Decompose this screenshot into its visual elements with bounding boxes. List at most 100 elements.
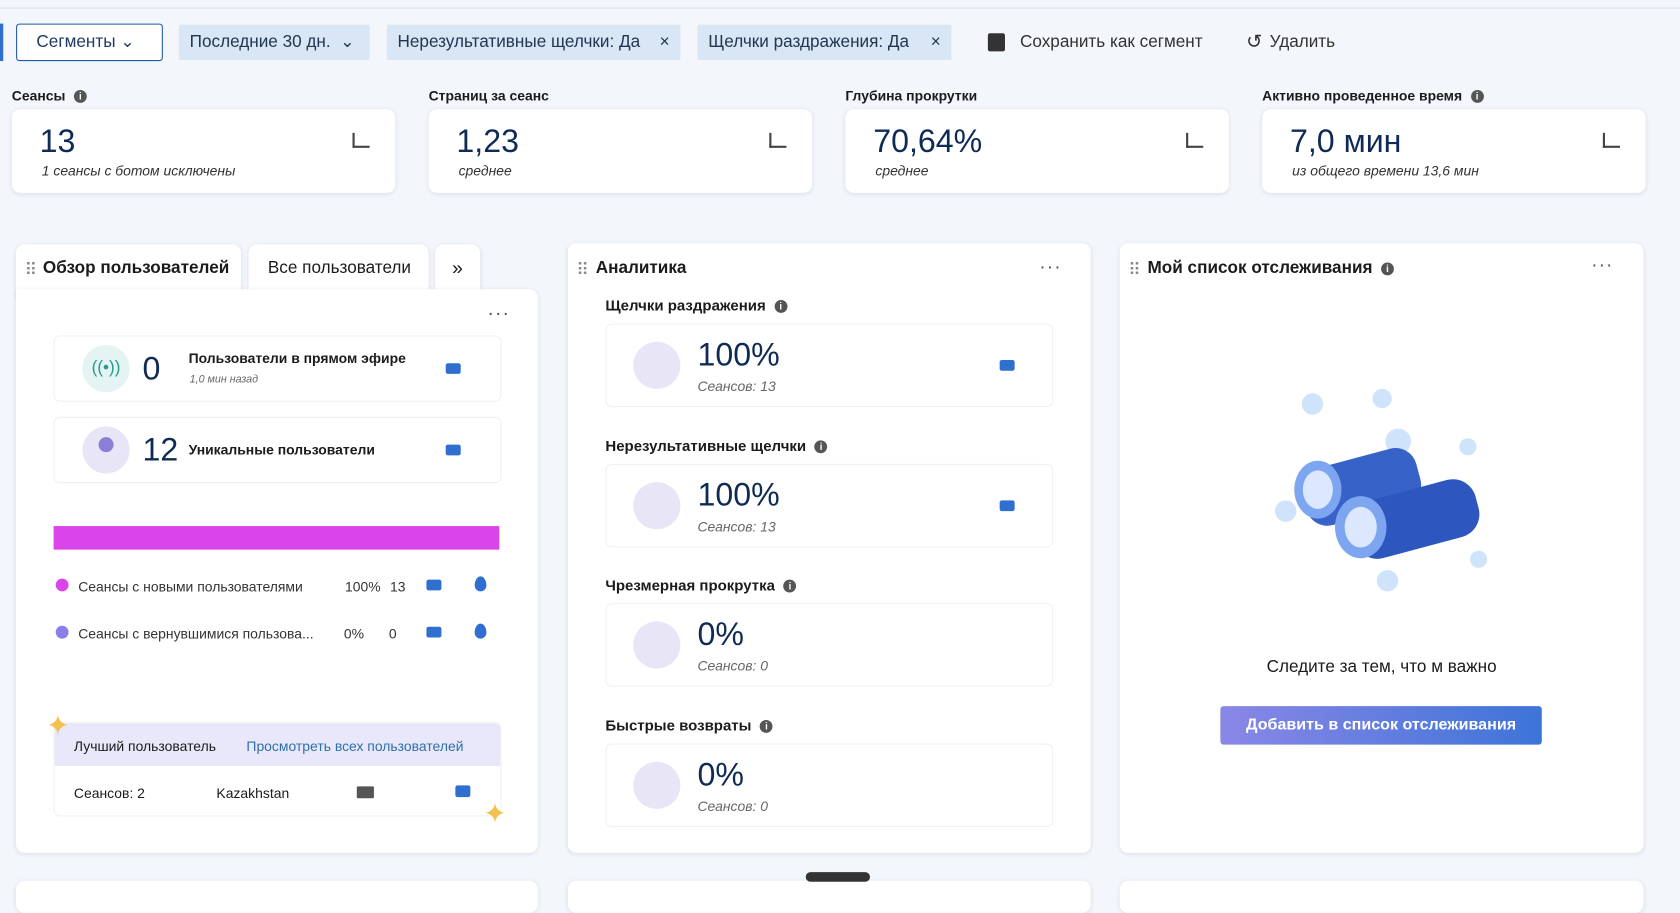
view-all-link[interactable]: Просмотреть всех пользователей	[246, 738, 464, 755]
video-icon[interactable]	[999, 499, 1015, 511]
session-count: 13	[390, 578, 406, 595]
scroll-handle[interactable]	[805, 872, 871, 882]
kpi-label: Сеансы i	[12, 88, 87, 104]
metric-icon	[633, 481, 681, 529]
metric-box: 0% Сеансов: 0	[605, 743, 1054, 827]
trend-icon[interactable]	[769, 132, 787, 148]
session-percent: 100%	[345, 578, 381, 595]
live-value: 0	[142, 351, 161, 387]
metric-box: 0% Сеансов: 0	[605, 603, 1054, 687]
metric-note: Сеансов: 13	[697, 518, 776, 535]
metric-header: Нерезультативные щелчки i	[605, 436, 828, 454]
delete-icon: ↺	[1246, 31, 1263, 53]
trend-icon[interactable]	[1602, 132, 1621, 148]
metric-value: 100%	[697, 477, 780, 513]
metric-icon	[633, 761, 681, 809]
metric-icon	[633, 621, 681, 669]
tab-active[interactable]: ⠿ Обзор пользователей	[16, 244, 242, 298]
trend-icon[interactable]	[352, 132, 370, 148]
watchlist-card: ⠿ Мой список отслеживания i ··· Следите з…	[1119, 243, 1644, 853]
metric-value: 0%	[697, 756, 744, 793]
trend-icon[interactable]	[1186, 132, 1204, 148]
card-below	[16, 880, 538, 913]
segments-label: Сегменты	[36, 33, 116, 52]
menu[interactable]: ···	[1591, 253, 1614, 276]
video-icon[interactable]	[445, 444, 461, 456]
info-icon: i	[760, 719, 773, 733]
kpi-value: 1,23	[456, 124, 519, 160]
delete-button[interactable]: Удалить	[1269, 33, 1336, 52]
kpi-note: среднее	[458, 162, 512, 179]
tab-more[interactable]: »	[435, 244, 481, 290]
analytics-card: ⠿ Аналитика ··· Щелчки раздражения i 100% С…	[567, 243, 1091, 853]
watchlist-header: Мой список отслеживания i	[1148, 259, 1394, 278]
info-icon: i	[774, 300, 788, 313]
kpi-label-text: Страниц за сеанс	[428, 87, 549, 104]
tab[interactable]: Все пользователи	[248, 244, 429, 290]
profile-icon[interactable]	[455, 785, 471, 798]
kpi-label-text: Активно проведенное время	[1262, 87, 1463, 104]
save-icon[interactable]	[987, 33, 1006, 52]
tab-label: Обзор пользователей	[42, 259, 230, 278]
kpi-label: Активно проведенное время i	[1262, 87, 1484, 104]
unique-label: Уникальные пользователи	[188, 441, 375, 458]
segments-button[interactable]: Сегменты ⌄	[16, 23, 163, 62]
live-row: ((•)) 0 Пользователи в прямом эфире 1,0 …	[53, 335, 502, 402]
users-card: ··· ((•)) 0 Пользователи в прямом эфире …	[16, 289, 538, 853]
filter-chip[interactable]: Щелчки раздражения: Да ×	[697, 24, 952, 61]
top-user-sessions: Сеансов: 2	[73, 785, 145, 802]
device-icon	[356, 786, 374, 799]
page: {"toolbar":{"segments":"Сегменты","date_…	[0, 7, 1680, 913]
metric-title: Чрезмерная прокрутка	[605, 576, 775, 594]
edge-marker	[0, 23, 4, 62]
menu[interactable]: ···	[487, 302, 510, 324]
top-user: Лучший пользователь Просмотреть всех пол…	[53, 722, 502, 817]
kpi-value: 13	[39, 124, 76, 160]
sparkle: ✦	[46, 709, 70, 742]
metric-value: 100%	[697, 337, 780, 373]
video-icon[interactable]	[999, 360, 1015, 371]
session-count: 0	[388, 625, 397, 642]
live-icon: ((•))	[82, 345, 130, 393]
card-below	[567, 880, 1091, 913]
heatmap-icon[interactable]	[474, 623, 487, 639]
kpi-note: среднее	[875, 162, 929, 179]
kpi-card: 7,0 мин из общего времени 13,6 мин	[1262, 109, 1646, 193]
heatmap-icon[interactable]	[474, 576, 487, 592]
metric-header: Чрезмерная прокрутка i	[605, 576, 797, 594]
video-icon[interactable]	[426, 626, 442, 638]
save-button[interactable]: Сохранить как сегмент	[1020, 33, 1203, 52]
video-icon[interactable]	[445, 363, 461, 374]
kpi-value: 70,64%	[873, 124, 983, 160]
new-users-bar	[53, 526, 500, 550]
date-label: Последние 30 дн.	[189, 33, 331, 52]
filter-label: Нерезультативные щелчки: Да	[397, 33, 641, 52]
metric-note: Сеансов: 0	[697, 797, 769, 814]
filter-chip[interactable]: Нерезультативные щелчки: Да ×	[386, 24, 681, 61]
metric-title: Нерезультативные щелчки	[605, 436, 807, 454]
kpi-label-text: Сеансы	[11, 87, 66, 104]
kpi-card: 1,23 среднее	[428, 109, 813, 193]
metric-note: Сеансов: 0	[697, 657, 769, 674]
metric-title: Щелчки раздражения	[605, 296, 766, 314]
add-watchlist-button[interactable]: Добавить в список отслеживания	[1220, 706, 1542, 745]
user-icon	[82, 426, 130, 474]
watchlist-message: Следите за тем, что м важно	[1266, 657, 1497, 677]
metric-note: Сеансов: 13	[697, 378, 776, 395]
kpi-note: 1 сеансы с ботом исключены	[41, 162, 236, 179]
top-border	[0, 7, 1680, 9]
video-icon[interactable]	[426, 579, 442, 591]
legend-dot	[55, 578, 69, 592]
top-user-title: Лучший пользователь	[73, 738, 216, 755]
date-chip[interactable]: Последние 30 дн. ⌄	[178, 24, 370, 61]
body: Сегменты ⌄ Последние 30 дн. ⌄ Нерезультат…	[0, 7, 1680, 913]
sparkle: ✦	[483, 797, 507, 830]
analytics-title: Аналитика	[595, 259, 687, 278]
metric-box: 100% Сеансов: 13	[605, 463, 1054, 547]
kpi-card: 13 1 сеансы с ботом исключены	[11, 109, 396, 193]
menu[interactable]: ···	[1039, 256, 1062, 278]
metric-header: Быстрые возвраты i	[605, 716, 773, 733]
session-label: Сеансы с новыми пользователями	[78, 578, 303, 595]
info-icon: i	[783, 579, 797, 593]
kpi-label-text: Глубина прокрутки	[845, 87, 978, 104]
